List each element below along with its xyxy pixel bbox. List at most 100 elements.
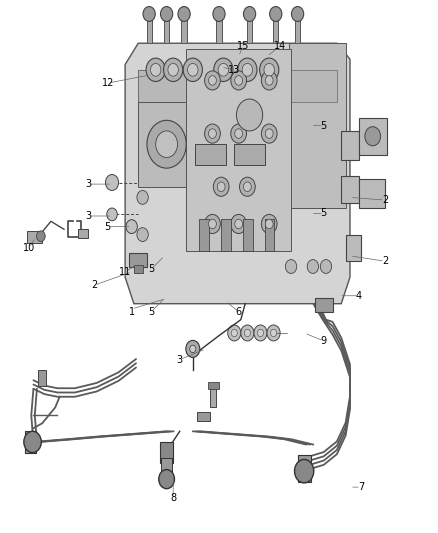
Bar bbox=[181, 14, 187, 43]
Polygon shape bbox=[125, 43, 350, 304]
Bar bbox=[216, 14, 222, 43]
Circle shape bbox=[218, 63, 229, 76]
Circle shape bbox=[168, 63, 178, 76]
Bar bbox=[341, 131, 359, 160]
Circle shape bbox=[235, 219, 243, 229]
Bar bbox=[234, 144, 265, 165]
Circle shape bbox=[160, 6, 173, 21]
Text: 2: 2 bbox=[92, 280, 98, 290]
Circle shape bbox=[155, 131, 177, 158]
Circle shape bbox=[137, 190, 148, 204]
Bar bbox=[210, 386, 216, 407]
Bar bbox=[297, 455, 311, 482]
Bar bbox=[186, 49, 291, 251]
Bar bbox=[138, 102, 195, 187]
Circle shape bbox=[214, 58, 233, 82]
Text: 8: 8 bbox=[170, 492, 176, 503]
Circle shape bbox=[235, 76, 243, 85]
Circle shape bbox=[106, 174, 119, 190]
Text: 15: 15 bbox=[237, 41, 249, 51]
Circle shape bbox=[291, 6, 304, 21]
Circle shape bbox=[208, 129, 216, 139]
Bar bbox=[208, 382, 219, 389]
Circle shape bbox=[137, 228, 148, 241]
Circle shape bbox=[228, 325, 241, 341]
Bar bbox=[197, 412, 210, 421]
Bar bbox=[315, 298, 332, 312]
Bar bbox=[78, 229, 88, 238]
Text: 11: 11 bbox=[119, 267, 131, 277]
Text: 6: 6 bbox=[236, 306, 242, 317]
Circle shape bbox=[231, 71, 247, 90]
Text: 5: 5 bbox=[321, 208, 327, 219]
Bar bbox=[295, 14, 300, 43]
Circle shape bbox=[244, 182, 251, 191]
Circle shape bbox=[146, 58, 165, 82]
Circle shape bbox=[235, 129, 243, 139]
Bar bbox=[247, 14, 252, 43]
Bar bbox=[138, 70, 337, 102]
Polygon shape bbox=[138, 70, 337, 171]
Circle shape bbox=[208, 219, 216, 229]
Bar bbox=[221, 219, 231, 251]
Bar bbox=[160, 442, 173, 463]
Circle shape bbox=[213, 177, 229, 196]
Circle shape bbox=[107, 208, 117, 221]
Circle shape bbox=[36, 231, 45, 241]
Text: 3: 3 bbox=[177, 354, 183, 365]
Circle shape bbox=[271, 329, 277, 337]
Bar bbox=[25, 431, 35, 453]
Circle shape bbox=[205, 214, 220, 233]
Circle shape bbox=[260, 58, 279, 82]
Circle shape bbox=[261, 71, 277, 90]
Circle shape bbox=[231, 124, 247, 143]
Bar bbox=[161, 458, 172, 474]
Circle shape bbox=[205, 71, 220, 90]
Circle shape bbox=[237, 99, 263, 131]
Bar bbox=[134, 265, 143, 273]
Bar bbox=[265, 219, 275, 251]
Circle shape bbox=[267, 325, 280, 341]
Circle shape bbox=[231, 329, 237, 337]
Bar bbox=[243, 219, 253, 251]
Circle shape bbox=[244, 329, 251, 337]
Bar bbox=[164, 14, 169, 43]
Circle shape bbox=[265, 76, 273, 85]
Bar bbox=[341, 176, 359, 203]
Text: 5: 5 bbox=[105, 222, 111, 232]
Circle shape bbox=[270, 6, 282, 21]
Bar bbox=[27, 231, 42, 243]
Text: 10: 10 bbox=[23, 243, 35, 253]
Text: 2: 2 bbox=[382, 195, 388, 205]
Circle shape bbox=[240, 177, 255, 196]
Bar bbox=[359, 118, 387, 155]
Circle shape bbox=[183, 58, 202, 82]
Circle shape bbox=[242, 63, 253, 76]
Circle shape bbox=[213, 6, 225, 21]
Bar bbox=[359, 179, 385, 208]
Text: 5: 5 bbox=[321, 120, 327, 131]
Bar bbox=[195, 144, 226, 165]
Bar bbox=[273, 14, 279, 43]
Circle shape bbox=[147, 120, 186, 168]
Circle shape bbox=[150, 63, 161, 76]
Circle shape bbox=[159, 470, 174, 489]
Circle shape bbox=[238, 58, 257, 82]
Circle shape bbox=[264, 63, 275, 76]
Circle shape bbox=[244, 6, 256, 21]
Circle shape bbox=[143, 6, 155, 21]
Bar bbox=[346, 235, 361, 261]
Circle shape bbox=[205, 124, 220, 143]
Circle shape bbox=[24, 431, 41, 453]
Bar bbox=[38, 370, 46, 386]
Text: 9: 9 bbox=[321, 336, 327, 346]
Text: 13: 13 bbox=[228, 65, 240, 75]
Circle shape bbox=[258, 329, 264, 337]
Circle shape bbox=[186, 341, 200, 358]
Circle shape bbox=[265, 219, 273, 229]
Circle shape bbox=[241, 325, 254, 341]
Circle shape bbox=[126, 220, 138, 233]
Text: 5: 5 bbox=[148, 264, 155, 274]
Circle shape bbox=[261, 124, 277, 143]
Circle shape bbox=[178, 6, 190, 21]
